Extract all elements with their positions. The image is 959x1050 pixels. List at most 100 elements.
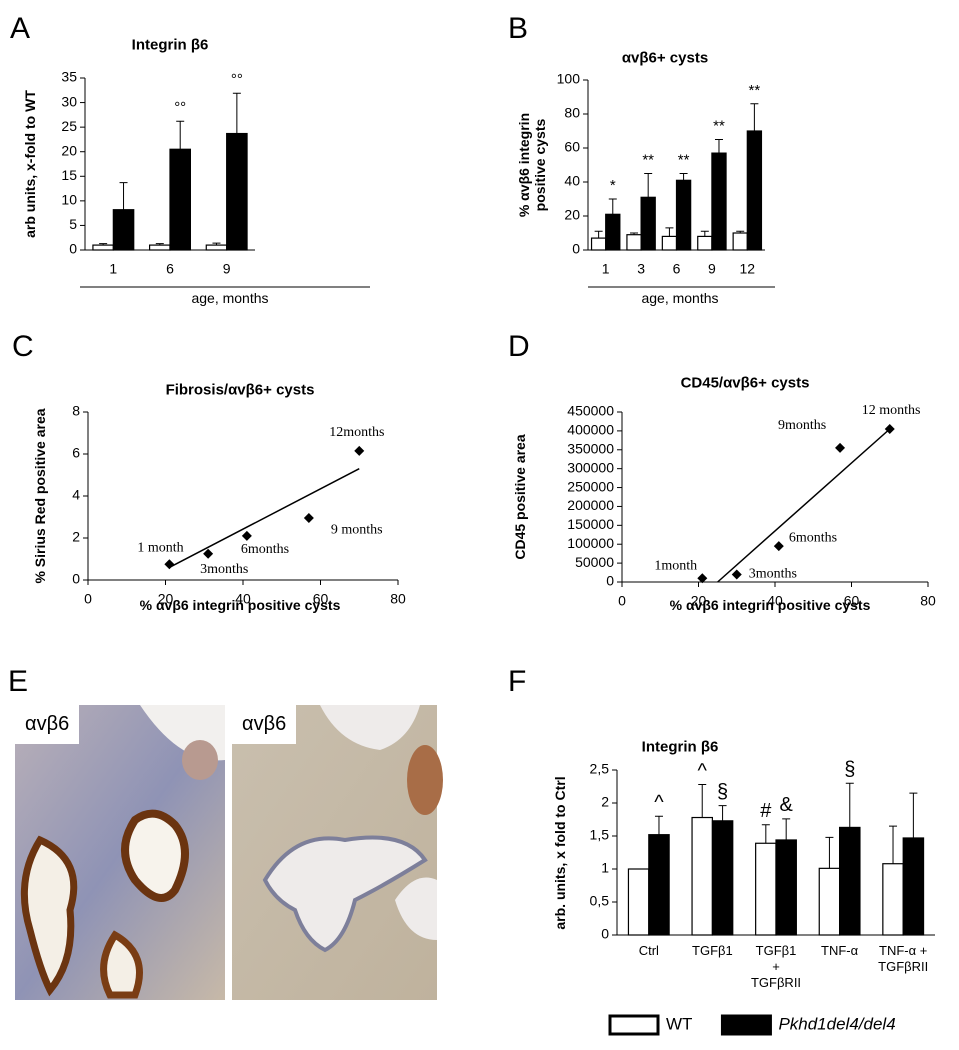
y-tick-label: 20	[61, 142, 77, 158]
data-point	[731, 569, 742, 580]
chart-title: CD45/αvβ6+ cysts	[680, 374, 810, 392]
error-bar	[679, 173, 688, 181]
significance-mark: §	[717, 781, 728, 803]
significance-mark: &	[780, 794, 794, 816]
y-tick-label: 8	[72, 403, 80, 419]
bar	[92, 244, 114, 251]
y-tick-label: 400000	[567, 422, 614, 438]
chart-title: Integrin β6	[131, 36, 209, 54]
x-tick-label: TGFβ1 + TGFβRII	[750, 943, 802, 990]
bar	[605, 213, 621, 251]
micrograph-right	[232, 705, 443, 1000]
bar	[112, 209, 135, 251]
y-tick-label: 0,5	[590, 893, 610, 909]
x-tick-label: 1	[109, 261, 117, 277]
panel-chart: 0 5 10 15 20 25 30 35 1 6 9 °° °°	[61, 69, 370, 288]
bar	[882, 863, 904, 936]
legend-label: Pkhd1del4/del4	[778, 1014, 895, 1033]
data-point	[773, 541, 784, 552]
bar	[746, 130, 763, 251]
y-tick-label: 2,5	[590, 761, 610, 777]
bar	[775, 839, 797, 936]
panel-chart: 0 50000 100000 150000 200000 250000 300000 3500…	[567, 403, 936, 609]
error-bar	[825, 836, 834, 869]
y-tick-label: 350000	[567, 440, 614, 456]
x-tick-label: TNF-α + TGFβRII	[878, 943, 929, 974]
x-tick-label: 6	[166, 261, 174, 277]
bar	[626, 234, 642, 251]
significance-mark: **	[713, 117, 725, 134]
y-axis-label: CD45 positive area	[512, 434, 528, 560]
error-bar	[119, 182, 128, 210]
significance-mark: *	[610, 177, 616, 194]
x-tick-label: 3	[637, 261, 645, 277]
point-label: 12 months	[862, 403, 921, 418]
bar	[732, 232, 748, 251]
x-tick-label: 40	[235, 591, 251, 607]
data-point	[241, 530, 252, 541]
x-tick-label: 40	[767, 593, 783, 609]
micrograph-left	[15, 705, 225, 1000]
x-tick-label: 80	[920, 593, 936, 609]
significance-mark: ^	[654, 791, 664, 813]
legend-swatch	[608, 1014, 660, 1036]
bar	[661, 235, 678, 251]
x-tick-label: 20	[691, 593, 707, 609]
x-tick-label: Ctrl	[638, 943, 659, 958]
point-label: 6months	[789, 530, 837, 545]
micrograph-label: αvβ6	[232, 705, 297, 744]
bar	[640, 196, 656, 251]
data-point	[884, 424, 895, 434]
y-tick-label: 100	[557, 71, 581, 87]
bar	[226, 132, 248, 251]
significance-mark: **	[642, 151, 654, 168]
error-bar	[608, 198, 617, 215]
panel-letter: E	[8, 665, 29, 698]
bar	[590, 237, 607, 251]
y-tick-label: 0	[601, 926, 609, 942]
data-point	[203, 548, 214, 559]
y-tick-label: 50000	[575, 554, 614, 570]
bar	[755, 842, 777, 936]
error-bar	[736, 230, 745, 233]
point-label: 3months	[749, 567, 797, 582]
x-tick-label: 9	[223, 261, 231, 277]
data-point	[354, 445, 365, 456]
error-bar	[654, 815, 663, 835]
panel-letter: D	[508, 330, 530, 363]
y-tick-label: 1,5	[590, 827, 610, 843]
y-tick-label: 450000	[567, 403, 614, 419]
significance-mark: **	[678, 151, 690, 168]
chart-title: Fibrosis/αvβ6+ cysts	[165, 381, 315, 399]
y-tick-label: 0	[69, 241, 77, 257]
point-label: 1 month	[137, 540, 183, 555]
legend-swatch	[720, 1014, 772, 1036]
x-tick-label: 6	[673, 261, 681, 277]
y-tick-label: 60	[564, 139, 580, 155]
panel-letter: A	[10, 12, 31, 45]
error-bar	[176, 120, 185, 150]
y-tick-label: 2	[72, 529, 80, 545]
y-tick-label: 0	[606, 573, 614, 589]
error-bar	[909, 792, 918, 838]
y-tick-label: 2	[601, 794, 609, 810]
bar	[149, 244, 171, 251]
y-tick-label: 25	[61, 118, 77, 134]
x-axis-label: % αvβ6 integrin positive cysts	[669, 597, 871, 613]
y-tick-label: 35	[61, 69, 77, 85]
point-label: 9 months	[331, 522, 383, 537]
x-tick-label: 0	[84, 591, 92, 607]
y-tick-label: 30	[61, 93, 77, 109]
error-bar	[782, 818, 791, 840]
y-axis-label: arb. units, x fold to Ctrl	[552, 776, 568, 930]
bar	[691, 816, 713, 936]
error-bar	[750, 103, 759, 131]
error-bar	[630, 232, 639, 235]
x-tick-label: 60	[844, 593, 860, 609]
error-bar	[698, 784, 707, 818]
point-label: 9months	[778, 418, 826, 433]
error-bar	[594, 230, 603, 239]
x-tick-label: 1	[602, 261, 610, 277]
